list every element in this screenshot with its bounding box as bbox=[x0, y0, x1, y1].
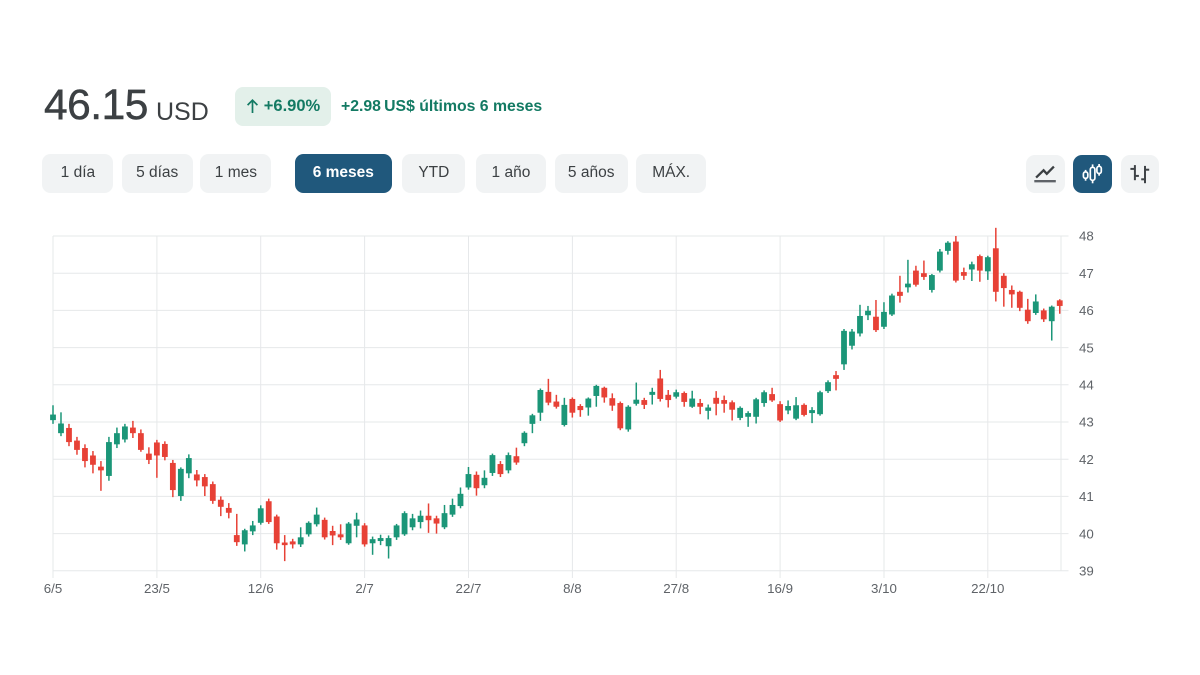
svg-text:45: 45 bbox=[1079, 340, 1094, 355]
svg-text:42: 42 bbox=[1079, 452, 1094, 467]
svg-text:47: 47 bbox=[1079, 266, 1094, 281]
svg-text:8/8: 8/8 bbox=[563, 581, 582, 596]
svg-text:22/10: 22/10 bbox=[971, 581, 1004, 596]
svg-text:48: 48 bbox=[1079, 229, 1094, 244]
svg-text:27/8: 27/8 bbox=[663, 581, 689, 596]
svg-text:40: 40 bbox=[1079, 526, 1094, 541]
svg-text:44: 44 bbox=[1079, 378, 1094, 393]
svg-text:22/7: 22/7 bbox=[456, 581, 482, 596]
svg-text:2/7: 2/7 bbox=[355, 581, 374, 596]
svg-text:6/5: 6/5 bbox=[44, 581, 63, 596]
svg-text:39: 39 bbox=[1079, 564, 1094, 579]
svg-text:23/5: 23/5 bbox=[144, 581, 170, 596]
svg-text:12/6: 12/6 bbox=[248, 581, 274, 596]
svg-text:41: 41 bbox=[1079, 489, 1094, 504]
svg-text:46: 46 bbox=[1079, 303, 1094, 318]
svg-text:43: 43 bbox=[1079, 415, 1094, 430]
svg-text:3/10: 3/10 bbox=[871, 581, 897, 596]
svg-text:16/9: 16/9 bbox=[767, 581, 793, 596]
